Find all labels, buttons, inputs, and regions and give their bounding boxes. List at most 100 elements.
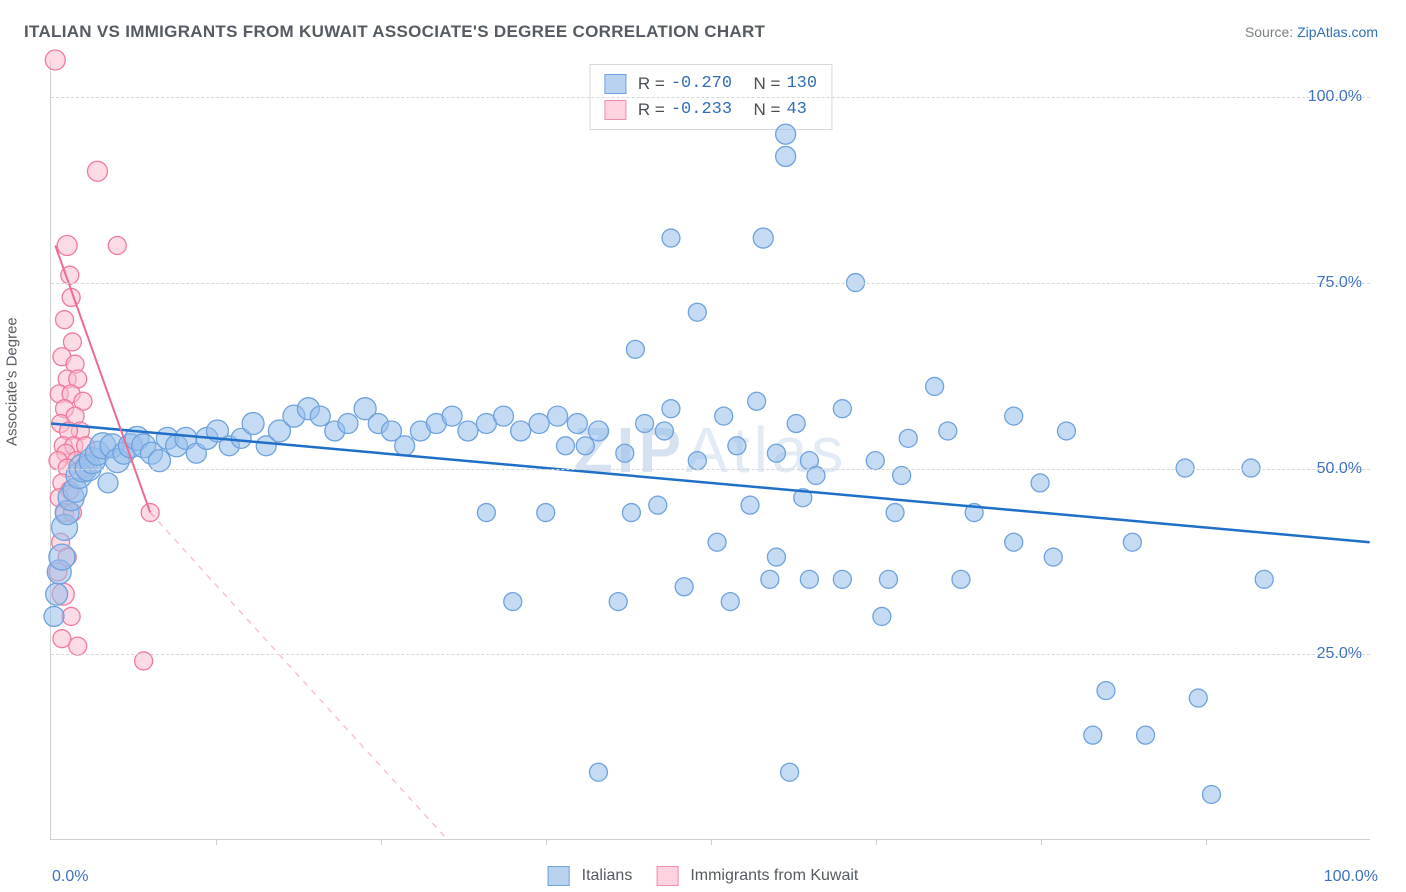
scatter-point [556,437,574,455]
scatter-point [98,473,118,493]
scatter-point [310,406,330,426]
scatter-point [833,570,851,588]
scatter-point [576,437,594,455]
bottom-legend: Italians Immigrants from Kuwait [548,866,859,886]
scatter-point [649,496,667,514]
scatter-point [494,406,514,426]
scatter-point [338,414,358,434]
scatter-point [636,415,654,433]
scatter-point [1005,407,1023,425]
scatter-point [616,444,634,462]
plot-area: ZIPAtlas R = -0.270 N = 130 R = -0.233 N… [50,60,1370,840]
scatter-point [776,146,796,166]
scatter-point [1255,570,1273,588]
y-tick-label: 75.0% [1317,274,1362,292]
scatter-point [753,228,773,248]
scatter-point [62,607,80,625]
scatter-point [69,637,87,655]
scatter-point [1097,682,1115,700]
scatter-point [1189,689,1207,707]
legend-item-kuwait: Immigrants from Kuwait [656,866,858,886]
scatter-point [926,377,944,395]
scatter-point [45,50,65,70]
scatter-point [442,406,462,426]
source-label: Source: [1245,24,1297,40]
scatter-point [781,763,799,781]
scatter-point [800,570,818,588]
scatter-point [458,421,478,441]
scatter-point [537,504,555,522]
scatter-point [1202,785,1220,803]
scatter-point [395,436,415,456]
scatter-point [511,421,531,441]
legend-label: Immigrants from Kuwait [690,867,858,885]
legend-swatch-pink [656,866,678,886]
scatter-point [622,504,640,522]
scatter-point [708,533,726,551]
x-tick [1206,839,1207,845]
legend-swatch-blue [548,866,570,886]
x-axis-max-label: 100.0% [1324,868,1378,886]
scatter-point [87,161,107,181]
legend-label: Italians [582,867,633,885]
gridline [51,97,1370,98]
scatter-point [44,606,64,626]
scatter-svg [51,60,1370,839]
scatter-point [1123,533,1141,551]
scatter-point [866,452,884,470]
scatter-point [952,570,970,588]
scatter-point [477,504,495,522]
scatter-point [626,340,644,358]
legend-item-italians: Italians [548,866,633,886]
y-tick-label: 25.0% [1317,645,1362,663]
scatter-point [715,407,733,425]
scatter-point [767,548,785,566]
scatter-point [776,124,796,144]
scatter-point [899,429,917,447]
source-link[interactable]: ZipAtlas.com [1297,24,1378,40]
scatter-point [589,763,607,781]
scatter-point [728,437,746,455]
x-tick [546,839,547,845]
gridline [51,654,1370,655]
scatter-point [662,400,680,418]
scatter-point [1137,726,1155,744]
scatter-point [662,229,680,247]
chart-title: ITALIAN VS IMMIGRANTS FROM KUWAIT ASSOCI… [24,22,765,42]
y-tick-label: 50.0% [1317,460,1362,478]
scatter-point [939,422,957,440]
scatter-point [748,392,766,410]
scatter-point [1044,548,1062,566]
scatter-point [873,607,891,625]
x-tick [711,839,712,845]
scatter-point [504,593,522,611]
scatter-point [1031,474,1049,492]
x-tick [876,839,877,845]
source-credit: Source: ZipAtlas.com [1245,24,1378,40]
scatter-point [879,570,897,588]
x-tick [1041,839,1042,845]
scatter-point [242,413,264,435]
y-axis-title: Associate's Degree [4,317,21,446]
scatter-point [567,414,587,434]
scatter-point [787,415,805,433]
scatter-point [833,400,851,418]
scatter-point [741,496,759,514]
scatter-point [1005,533,1023,551]
trend-line-italians [51,424,1369,543]
scatter-point [588,421,608,441]
scatter-point [761,570,779,588]
scatter-point [529,414,549,434]
scatter-point [1057,422,1075,440]
scatter-point [886,504,904,522]
scatter-point [57,235,77,255]
scatter-point [675,578,693,596]
x-tick [381,839,382,845]
gridline [51,283,1370,284]
scatter-point [767,444,785,462]
scatter-point [56,311,74,329]
scatter-point [688,303,706,321]
scatter-point [609,593,627,611]
scatter-point [688,452,706,470]
scatter-point [46,583,68,605]
